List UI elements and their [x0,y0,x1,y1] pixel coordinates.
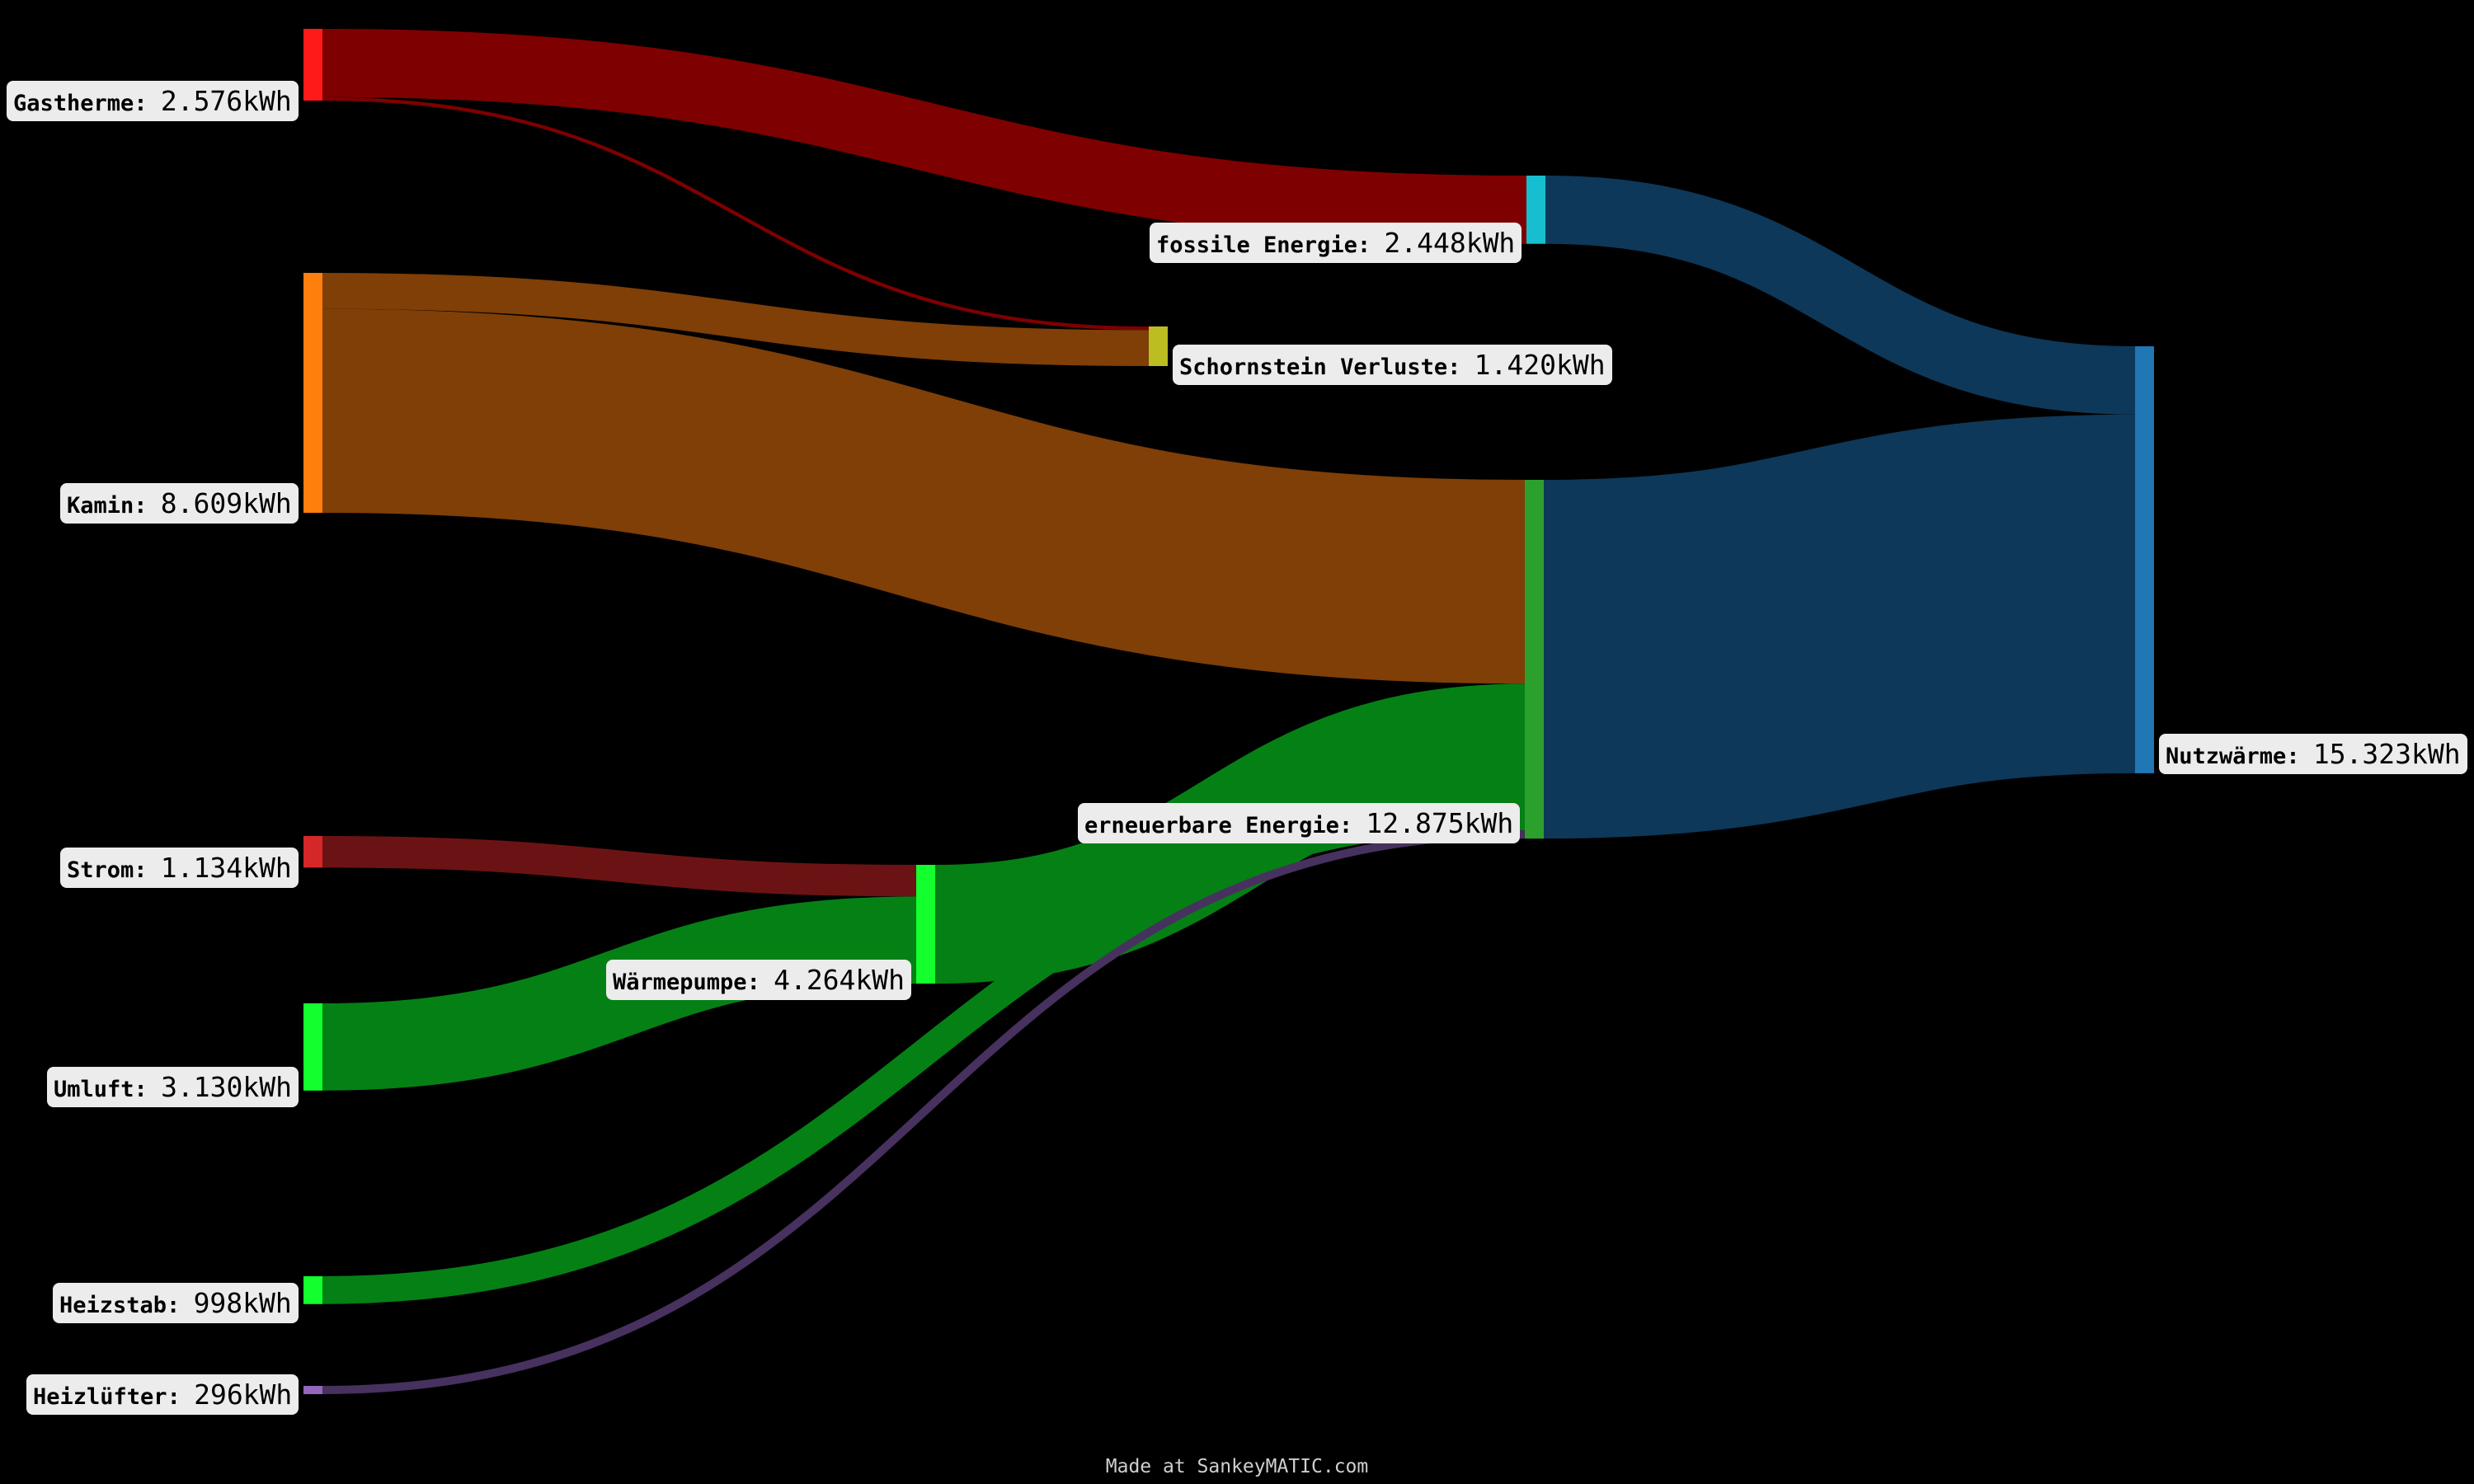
node-label-nutz: Nutzwärme: 15.323kWh [2159,733,2467,774]
node-name: Nutzwärme [2166,743,2287,769]
node-value: 1.134kWh [160,851,292,884]
link-heizstab-to-erneuer [322,802,1526,1304]
node-bar-schorn [1149,326,1168,366]
node-value: 296kWh [194,1378,293,1411]
node-value: 12.875kWh [1366,806,1514,839]
node-bar-kamin [303,273,322,513]
nodes [303,29,2154,1395]
node-value: 8.609kWh [160,486,292,519]
node-value: 998kWh [193,1286,292,1319]
node-name: Schornstein Verluste [1179,354,1448,380]
node-bar-nutz [2135,346,2154,773]
node-bar-heizstab [303,1276,322,1304]
link-kamin-to-erneuer [322,308,1526,684]
node-label-strom: Strom: 1.134kWh [60,847,299,888]
node-label-wp: Wärmepumpe: 4.264kWh [606,959,912,1000]
node-name: Heizlüfter [33,1383,167,1410]
link-kamin-to-schorn [322,273,1150,366]
node-label-luefter: Heizlüfter: 296kWh [26,1374,299,1415]
node-value: 2.448kWh [1384,226,1516,259]
link-gas-to-fossil [322,29,1527,244]
node-name: Umluft [54,1076,134,1102]
node-label-fossil: fossile Energie: 2.448kWh [1150,222,1522,263]
node-label-kamin: Kamin: 8.609kWh [60,482,299,524]
node-label-erneuer: erneuerbare Energie: 12.875kWh [1078,802,1521,843]
node-bar-strom [303,836,322,868]
node-value: 1.420kWh [1474,348,1606,381]
node-value: 15.323kWh [2312,737,2461,770]
link-fossil-to-nutz [1545,175,2136,415]
link-gas-to-schorn [322,96,1150,331]
node-name: erneuerbare Energie [1084,812,1339,838]
node-name: Gastherme [13,90,134,116]
link-luefter-to-erneuer [322,830,1526,1395]
node-bar-luefter [303,1386,322,1395]
node-label-umluft: Umluft: 3.130kWh [47,1066,299,1107]
node-bar-wp [916,865,935,984]
node-bar-erneuer [1525,480,1544,839]
node-label-gas: Gastherme: 2.576kWh [7,80,299,121]
credit-text: Made at SankeyMATIC.com [1105,1456,1369,1477]
link-strom-to-wp [322,835,917,897]
link-erneuer-to-nutz [1543,414,2136,839]
node-name: Wärmepumpe [613,969,747,995]
node-bar-fossil [1526,176,1545,244]
node-value: 3.130kWh [161,1070,293,1103]
node-bar-gas [303,29,322,101]
node-name: fossile Energie [1156,232,1357,258]
node-name: Kamin [67,492,134,519]
node-value: 2.576kWh [160,84,292,117]
node-name: Heizstab [59,1292,167,1318]
node-label-schorn: Schornstein Verluste: 1.420kWh [1173,344,1612,385]
node-label-heizstab: Heizstab: 998kWh [53,1282,299,1323]
node-name: Strom [67,857,134,883]
node-bar-umluft [303,1003,322,1091]
node-value: 4.264kWh [774,963,905,996]
